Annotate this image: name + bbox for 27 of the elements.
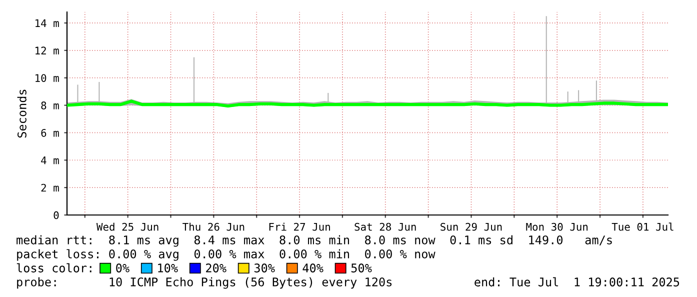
y-tick-label: 6 m <box>41 128 59 137</box>
x-tick-label: Mon 30 Jun <box>526 222 588 231</box>
y-axis-title: Seconds <box>17 90 26 138</box>
y-tick-label: 2 m <box>41 184 59 192</box>
y-tick-label: 0 <box>54 211 59 220</box>
legend-label: 10% <box>158 264 178 272</box>
legend-label: 20% <box>206 264 226 272</box>
x-tick-label: Wed 25 Jun <box>96 222 158 231</box>
legend-label: 0% <box>116 264 130 272</box>
y-tick-label: 8 m <box>41 102 59 110</box>
x-tick-label: Thu 26 Jun <box>182 222 244 231</box>
y-tick-label: 14 m <box>36 19 59 27</box>
text: probe: 10 ICMP Echo Pings (56 Bytes) every 120s <box>17 277 392 289</box>
y-tick-label: 4 m <box>41 156 59 164</box>
y-tick-label: 12 m <box>36 46 59 54</box>
legend-label: 30% <box>254 264 275 272</box>
legend-title: loss color: <box>16 263 92 272</box>
text: median rtt: 8.1 ms avg 8.4 ms max 8.0 ms min 8.0 ms now 0.1 ms sd 149.0 am/s <box>16 235 612 247</box>
x-tick-label: Sat 28 Jun <box>354 222 416 231</box>
x-tick-label: Sun 29 Jun <box>440 222 502 231</box>
text: end: Tue Jul 1 19:00:11 2025 <box>474 277 680 286</box>
x-tick-label: Fri 27 Jun <box>269 222 330 231</box>
y-tick-label: 10 m <box>36 74 59 82</box>
text: packet loss: 0.00 % avg 0.00 % max 0.00 % min 0.00 % now <box>17 249 436 261</box>
legend-label: 40% <box>302 264 324 272</box>
legend-label: 50% <box>351 264 372 272</box>
x-tick-label: Tue 01 Jul <box>612 222 674 231</box>
